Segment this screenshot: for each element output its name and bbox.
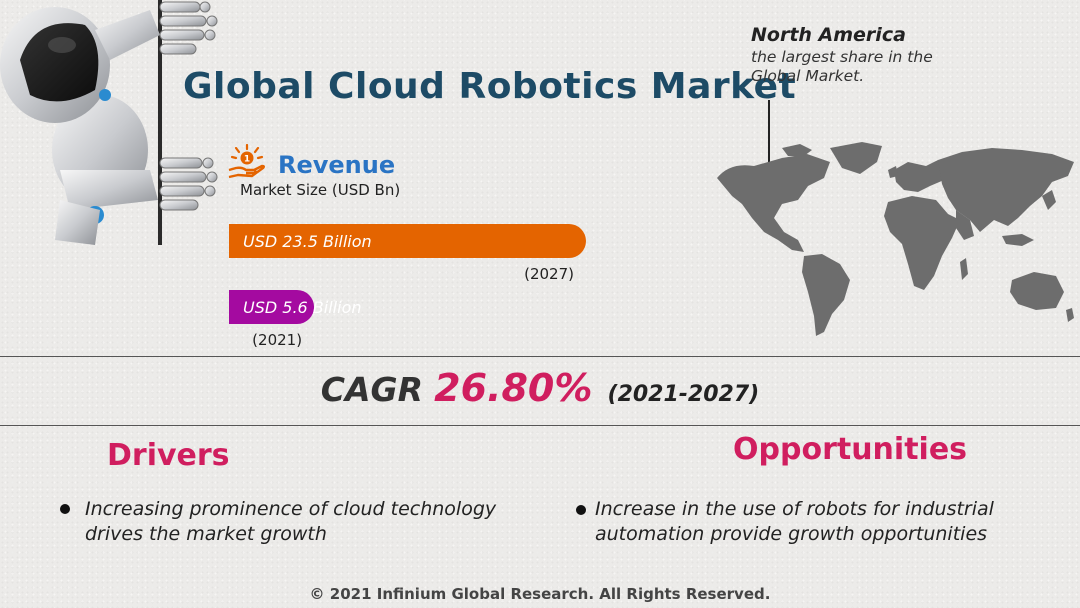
bar-category-label-0: (2027)	[524, 265, 574, 283]
bar-1	[229, 290, 315, 324]
hand-coin-icon: 1	[228, 144, 265, 179]
opportunities-item: Increase in the use of robots for indust…	[595, 498, 994, 545]
cagr-period: (2021-2027)	[607, 382, 760, 407]
divider-bottom	[0, 425, 1080, 426]
bullet-icon	[60, 504, 70, 514]
bar-category-label-1: (2021)	[252, 331, 302, 349]
robot-illustration	[0, 0, 218, 245]
market-size-bar-chart: USD 23.5 Billion (2027) USD 5.6 Billion (20…	[229, 224, 586, 349]
svg-text:1: 1	[244, 155, 250, 165]
drivers-title: Drivers	[107, 438, 230, 473]
region-subtitle: the largest share in the Global Market.	[751, 48, 933, 85]
copyright-footer: © 2021 Infinium Global Research. All Rig…	[309, 585, 771, 603]
drivers-item: Increasing prominence of cloud technolog…	[85, 498, 497, 545]
divider-top	[0, 356, 1080, 357]
opportunities-title: Opportunities	[733, 432, 968, 467]
world-map	[717, 142, 1074, 336]
cagr-label: CAGR	[320, 370, 424, 409]
region-pointer-line	[768, 100, 770, 172]
revenue-subtitle: Market Size (USD Bn)	[240, 181, 401, 199]
bar-0	[229, 224, 586, 258]
revenue-label: Revenue	[278, 151, 396, 179]
page-title: Global Cloud Robotics Market	[183, 66, 797, 107]
bar-value-label-1: USD 5.6 Billion	[243, 298, 362, 317]
bullet-icon	[576, 505, 586, 515]
cagr-value: 26.80%	[434, 366, 593, 410]
bar-value-label-0: USD 23.5 Billion	[243, 232, 372, 251]
region-title: North America	[751, 24, 906, 46]
cagr-row: CAGR 26.80% (2021-2027)	[0, 366, 1080, 410]
